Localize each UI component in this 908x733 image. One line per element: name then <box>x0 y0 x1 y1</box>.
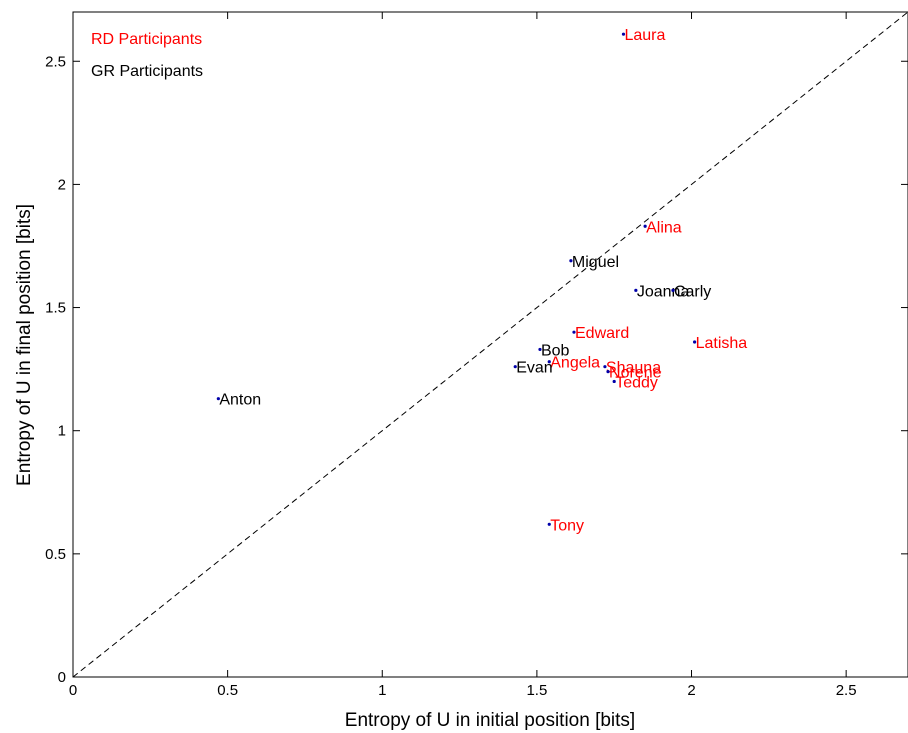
data-point <box>612 379 616 384</box>
y-tick-label: 0 <box>58 669 66 686</box>
point-label: Shauna <box>606 360 661 377</box>
y-axis-label: Entropy of U in final position [bits] <box>14 204 35 486</box>
reference-line <box>72 11 908 678</box>
point-label: Bob <box>541 342 570 359</box>
point-label: Tony <box>550 517 584 534</box>
point-label: Norene <box>609 365 662 382</box>
x-axis-label: Entropy of U in initial position [bits] <box>345 710 635 731</box>
point-label: Evan <box>516 360 552 377</box>
point-label: Carly <box>674 283 711 300</box>
y-tick-label: 1 <box>58 423 66 440</box>
x-tick-label: 1 <box>378 682 386 699</box>
x-tick-label: 2.5 <box>836 682 857 699</box>
legend-entry: GR Participants <box>91 63 203 80</box>
y-tick-label: 2 <box>58 176 66 193</box>
data-point <box>569 259 573 263</box>
point-label: Joanna <box>637 283 690 300</box>
x-tick-label: 2 <box>687 682 695 699</box>
data-point <box>671 288 675 292</box>
y-tick-label: 2.5 <box>45 53 66 70</box>
points-layer: Laura Alina Edward Latisha Angela ShaunaNoren… <box>216 27 748 534</box>
point-label: Angela <box>550 355 600 372</box>
x-tick-label: 1.5 <box>526 682 547 699</box>
x-tick-label: 0 <box>69 682 77 699</box>
data-point <box>693 340 697 344</box>
data-point <box>538 347 542 352</box>
point-label: Edward <box>575 325 629 342</box>
data-point <box>634 288 638 292</box>
x-tick-label: 0.5 <box>217 682 238 699</box>
data-point <box>606 369 610 374</box>
point-label: Teddy <box>615 374 658 391</box>
point-label: Anton <box>219 392 261 409</box>
y-tick-label: 1.5 <box>45 300 66 317</box>
data-point <box>643 224 647 228</box>
data-point <box>216 397 220 401</box>
plot-frame <box>72 11 908 678</box>
data-point <box>603 365 607 369</box>
data-point <box>621 32 626 36</box>
data-point <box>513 365 517 369</box>
data-point <box>547 360 551 364</box>
reference-line-layer <box>72 11 908 678</box>
data-point <box>547 522 551 526</box>
legend: RD Participants GR Participants <box>91 31 203 80</box>
point-label: Laura <box>624 27 665 44</box>
point-label: Alina <box>646 219 682 236</box>
point-label: Miguel <box>572 254 619 271</box>
legend-entry: RD Participants <box>91 31 202 48</box>
y-tick-label: 0.5 <box>45 546 66 563</box>
data-point <box>572 330 576 334</box>
point-label: Latisha <box>696 335 748 352</box>
